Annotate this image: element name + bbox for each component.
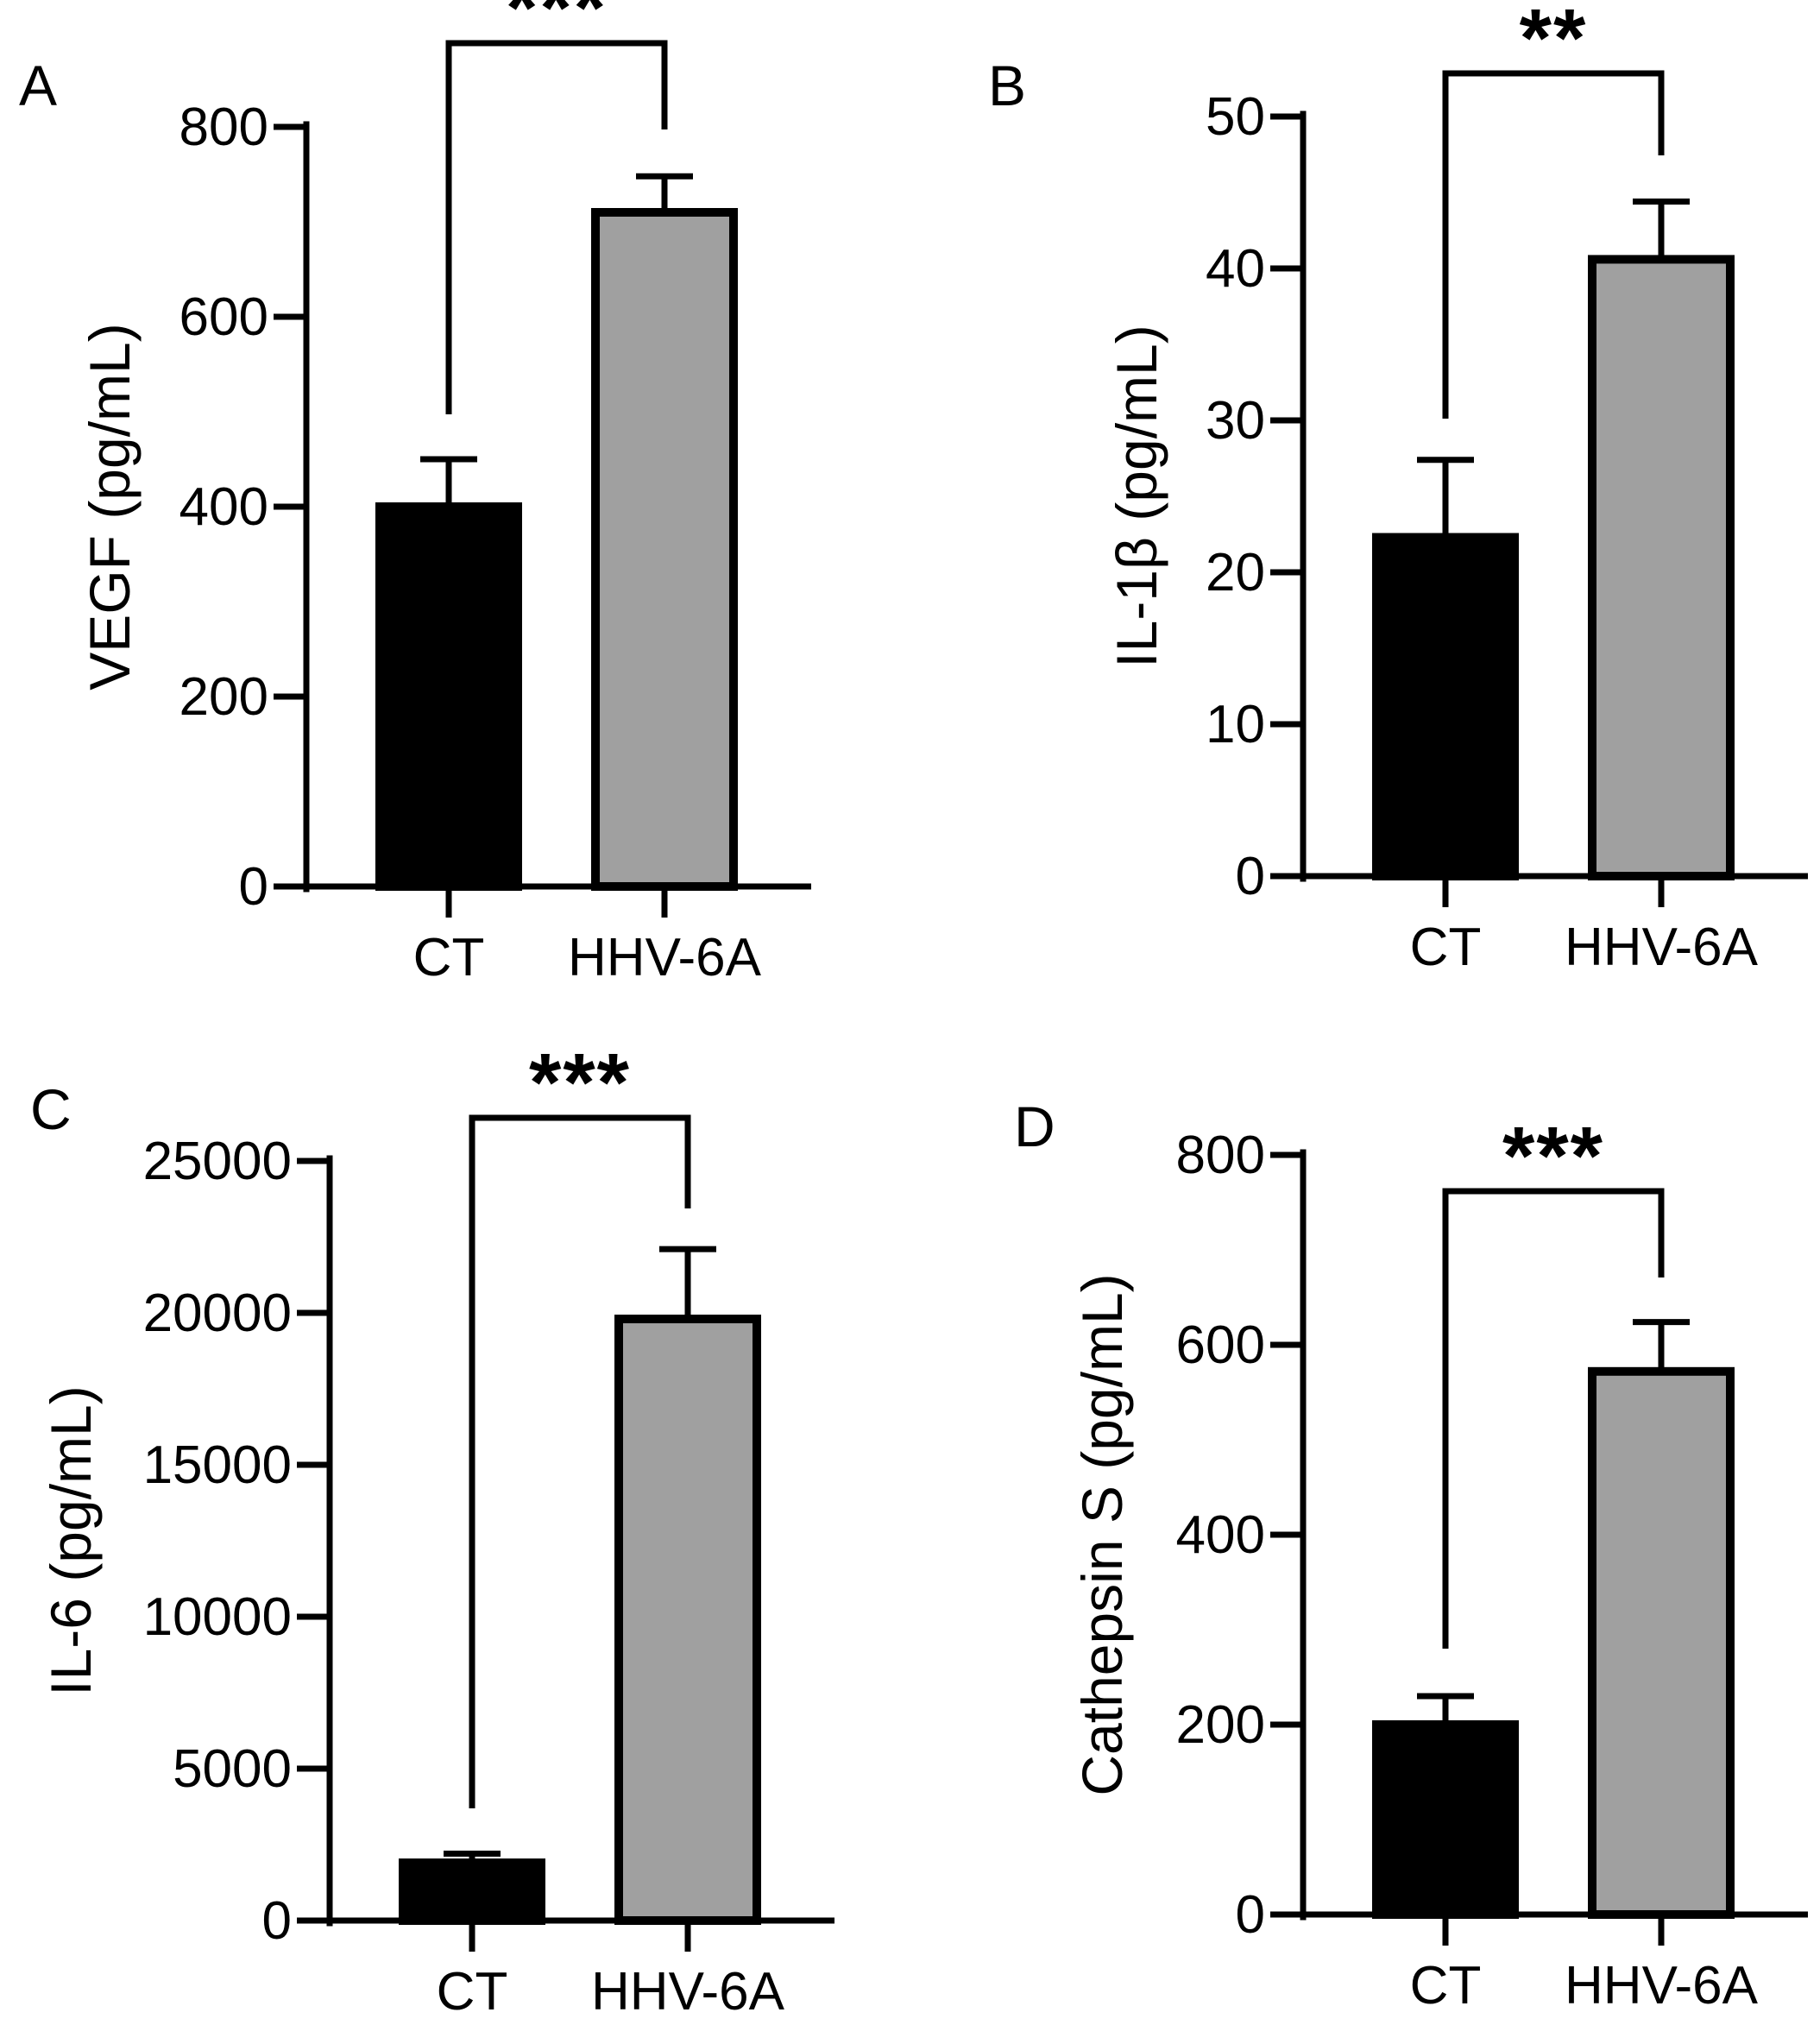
panel-a-significance-stars: ***: [506, 0, 608, 54]
panel-b-y-axis-title: IL-1β (pg/mL): [1105, 325, 1168, 667]
panel-c-y-tick-label: 10000: [143, 1587, 292, 1647]
panel-b-y-tick-label: 50: [1206, 87, 1265, 147]
panel-a-y-tick-label: 600: [179, 287, 268, 347]
panel-d-x-tick-label: CT: [1410, 1956, 1482, 2016]
panel-c-y-tick-label: 15000: [143, 1435, 292, 1495]
panel-b-y-tick-label: 40: [1206, 239, 1265, 299]
panel-c-y-tick-label: 25000: [143, 1132, 292, 1191]
panel-b-x-tick-label: CT: [1410, 918, 1482, 977]
panel-a-y-tick-label: 200: [179, 667, 268, 727]
panel-a-bar-hhv6a: [591, 208, 738, 891]
panel-b-bar-ct: [1372, 533, 1519, 881]
panel-c-letter: C: [30, 1077, 72, 1141]
panel-c-y-axis-title: IL-6 (pg/mL): [39, 1385, 103, 1695]
panel-d-y-tick-label: 800: [1176, 1126, 1265, 1185]
panel-c-y-tick-label: 20000: [143, 1284, 292, 1343]
panel-a-letter: A: [19, 54, 57, 117]
panel-b-significance-stars: **: [1520, 0, 1588, 85]
panel-a-y-tick-label: 800: [179, 98, 268, 157]
panel-d-bar-ct: [1372, 1720, 1519, 1919]
panel-b-x-tick-label: HHV-6A: [1565, 918, 1759, 977]
panel-b-bar-hhv6a: [1588, 255, 1735, 880]
panel-c-y-tick-label: 0: [262, 1891, 292, 1951]
panel-a-y-axis-title: VEGF (pg/mL): [78, 323, 142, 690]
panel-d-y-tick-label: 200: [1176, 1695, 1265, 1755]
panel-c-bar-hhv6a: [614, 1315, 761, 1926]
panel-d-significance-bracket: [1442, 1188, 1665, 1649]
panel-d-y-tick-label: 600: [1176, 1315, 1265, 1375]
panel-c-significance-bracket: [469, 1114, 691, 1808]
panel-c-x-tick-label: CT: [437, 1962, 508, 2022]
panel-b-y-tick-label: 20: [1206, 543, 1265, 602]
panel-d-y-tick-label: 400: [1176, 1505, 1265, 1565]
panel-b-letter: B: [988, 54, 1026, 117]
panel-d-letter: D: [1014, 1095, 1055, 1158]
panel-c-x-tick-label: HHV-6A: [591, 1962, 785, 2022]
panel-d-significance-stars: ***: [1502, 1110, 1604, 1202]
panel-a-significance-bracket: [445, 40, 668, 414]
panel-a-bar-ct: [375, 502, 522, 891]
panel-d-bar-hhv6a: [1588, 1366, 1735, 1920]
panel-a-y-tick-label: 0: [239, 857, 268, 917]
panel-a-y-tick-label: 400: [179, 477, 268, 537]
panel-a-x-tick-label: HHV-6A: [568, 928, 762, 987]
panel-a-x-tick-label: CT: [413, 928, 485, 987]
panel-c-bar-ct: [399, 1858, 545, 1926]
panel-b-y-tick-label: 0: [1236, 847, 1265, 906]
panel-b-y-tick-label: 30: [1206, 391, 1265, 451]
panel-d-x-tick-label: HHV-6A: [1565, 1956, 1759, 2016]
panel-d-y-axis-title: Cathepsin S (pg/mL): [1070, 1273, 1134, 1795]
panel-d-y-tick-label: 0: [1236, 1885, 1265, 1945]
panel-c-significance-stars: ***: [529, 1037, 631, 1129]
panel-b-significance-bracket: [1442, 70, 1665, 419]
panel-b-y-tick-label: 10: [1206, 695, 1265, 754]
panel-c-y-tick-label: 5000: [173, 1739, 292, 1799]
